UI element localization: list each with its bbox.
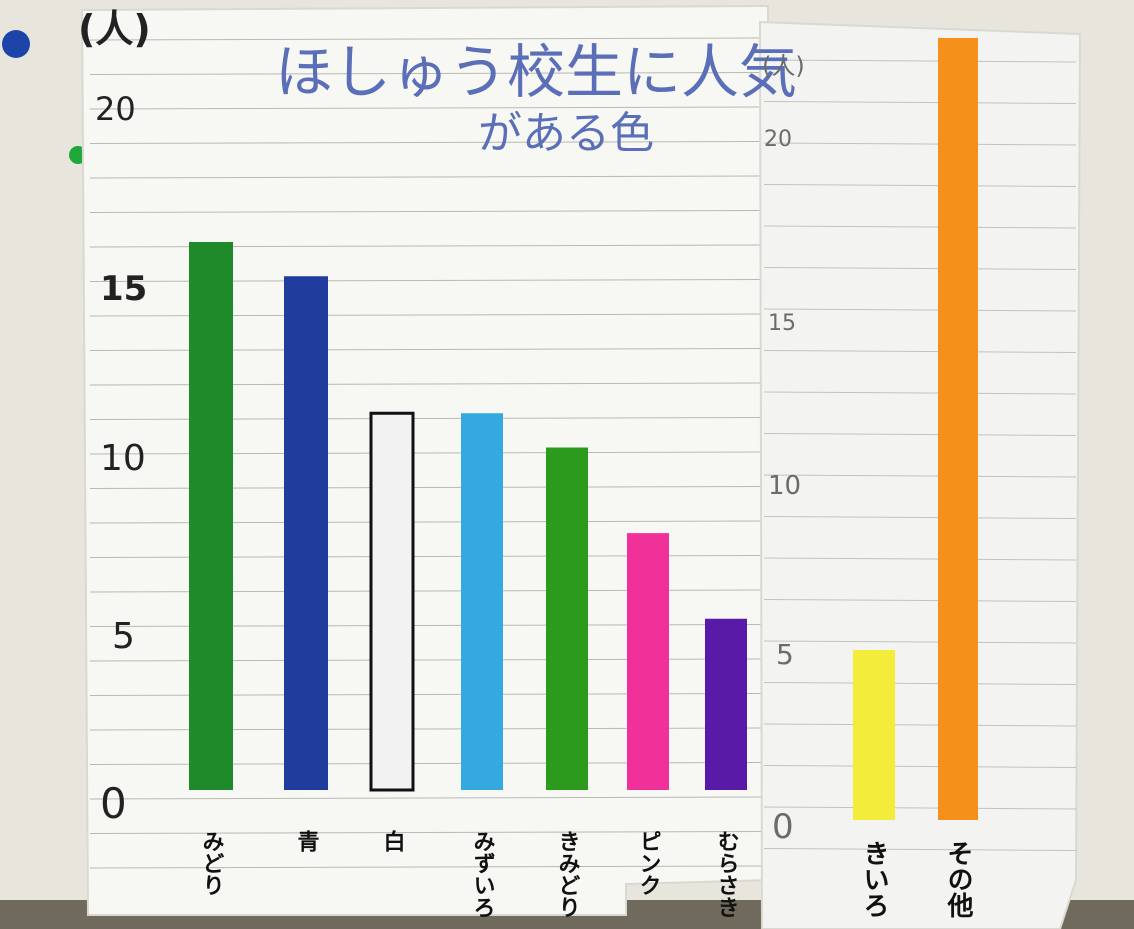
left-y-tick-15: 15 <box>100 269 147 309</box>
ruled-line <box>89 796 766 800</box>
right-y-tick-5: 5 <box>776 638 794 671</box>
right-y-tick-20: 20 <box>764 127 792 152</box>
ruled-line <box>763 474 1077 478</box>
ruled-line <box>763 557 1077 561</box>
bar-6 <box>627 533 669 790</box>
ruled-line <box>763 267 1077 270</box>
right-ruled-lines <box>763 59 1077 851</box>
category-label: その他 <box>943 840 974 918</box>
category-label: きみどり <box>555 830 580 918</box>
right-poster <box>758 20 1082 929</box>
left-y-axis-label: (人) <box>78 7 151 51</box>
left-paper <box>80 4 774 916</box>
right-y-tick-0: 0 <box>772 807 794 847</box>
bar-3 <box>369 411 415 792</box>
ruled-line <box>763 308 1077 312</box>
right-y-tick-15: 15 <box>768 311 796 336</box>
ruled-line <box>763 723 1077 727</box>
right-y-tick-10: 10 <box>768 471 801 501</box>
ruled-line <box>763 765 1077 768</box>
left-poster <box>80 4 774 916</box>
ruled-line <box>763 640 1077 644</box>
left-category-labels: みどり 青 白 みずいろ きみどり ピンク むらさき <box>199 829 739 918</box>
right-y-axis-label: (人) <box>762 52 805 80</box>
left-y-tick-20: 20 <box>95 90 136 128</box>
category-label: ピンク <box>636 830 661 896</box>
category-label: 青 <box>294 830 320 852</box>
ruled-line <box>89 141 766 144</box>
bar-7 <box>705 618 747 790</box>
left-y-tick-0: 0 <box>100 779 127 828</box>
ruled-line <box>89 37 766 41</box>
chart-title-line-2: がある色 <box>478 108 654 159</box>
ruled-line <box>89 865 766 869</box>
ruled-line <box>89 72 766 75</box>
bar-1 <box>189 242 233 790</box>
category-label: むらさき <box>714 830 739 918</box>
ruled-line <box>763 59 1077 63</box>
left-bar-series <box>189 242 747 792</box>
ruled-line <box>763 848 1077 851</box>
ruled-line <box>763 101 1077 104</box>
left-y-tick-10: 10 <box>100 438 146 479</box>
category-label: みずいろ <box>470 830 495 918</box>
right-category-labels: きいろ その他 <box>859 840 974 918</box>
ruled-line <box>763 225 1077 229</box>
ruled-line <box>763 184 1077 187</box>
blue-magnet-icon <box>2 30 30 58</box>
ruled-line <box>89 175 766 179</box>
ruled-line <box>763 599 1077 602</box>
bar-right-2 <box>938 38 978 820</box>
ruled-line <box>89 210 766 213</box>
category-label: みどり <box>199 830 224 896</box>
ruled-line <box>763 433 1077 436</box>
ruled-line <box>763 391 1077 395</box>
ruled-line <box>763 142 1077 146</box>
right-bar-series <box>853 38 978 820</box>
bar-2 <box>284 276 328 790</box>
ruled-line <box>89 831 766 834</box>
ruled-line <box>763 682 1077 685</box>
ruled-line <box>89 106 766 110</box>
left-y-tick-5: 5 <box>112 616 135 657</box>
bar-4 <box>461 413 503 790</box>
bar-5 <box>546 447 588 790</box>
bar-right-1 <box>853 650 895 820</box>
category-label: きいろ <box>859 840 889 918</box>
ruled-line <box>763 350 1077 353</box>
chart-title-line-1: ほしゅう校生に人気 <box>275 38 797 106</box>
category-label: 白 <box>380 829 405 853</box>
ruled-line <box>763 516 1077 519</box>
ruled-line <box>763 806 1077 810</box>
